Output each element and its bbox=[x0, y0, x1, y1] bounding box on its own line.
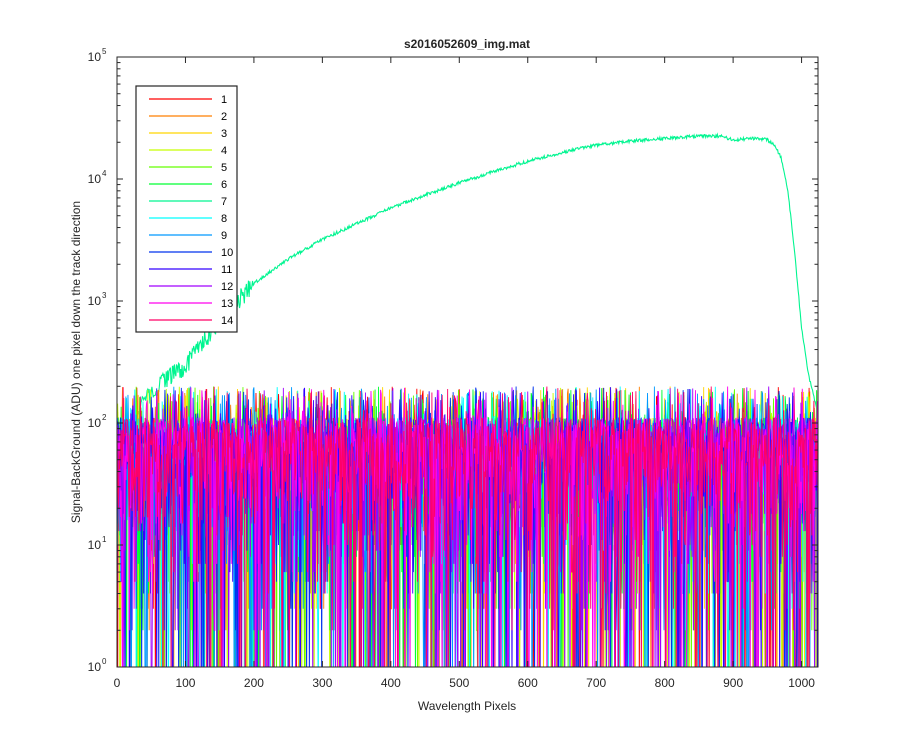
axis-layer bbox=[116, 56, 819, 668]
legend-item: 3 bbox=[149, 128, 227, 140]
legend-label: 8 bbox=[221, 213, 227, 225]
x-tick-label: 1000 bbox=[788, 676, 815, 690]
legend-label: 13 bbox=[221, 298, 233, 310]
x-tick-label: 200 bbox=[244, 676, 264, 690]
x-tick-label: 700 bbox=[586, 676, 606, 690]
legend-label: 7 bbox=[221, 196, 227, 208]
series-layer bbox=[117, 132, 818, 667]
legend-label: 6 bbox=[221, 179, 227, 191]
legend-box bbox=[135, 85, 238, 333]
legend-label: 9 bbox=[221, 230, 227, 242]
y-tick-exponent: 1 bbox=[102, 535, 107, 544]
x-tick-label: 600 bbox=[518, 676, 538, 690]
y-tick-exponent: 4 bbox=[102, 169, 107, 178]
legend-label: 10 bbox=[221, 247, 233, 259]
y-tick-base: 10 bbox=[88, 416, 102, 430]
y-tick-label: 10 3 bbox=[88, 291, 107, 308]
legend-item: 8 bbox=[149, 213, 227, 225]
legend-item: 7 bbox=[149, 196, 227, 208]
legend-label: 1 bbox=[221, 94, 227, 106]
y-tick-label: 10 0 bbox=[88, 657, 107, 674]
legend-item: 2 bbox=[149, 111, 227, 123]
legend-label: 5 bbox=[221, 162, 227, 174]
legend-label: 14 bbox=[221, 315, 233, 327]
legend-item: 10 bbox=[149, 247, 233, 259]
legend-item: 6 bbox=[149, 179, 227, 191]
legend-label: 4 bbox=[221, 145, 227, 157]
y-tick-exponent: 5 bbox=[102, 47, 107, 56]
x-tick-label: 300 bbox=[312, 676, 332, 690]
x-tick-label: 900 bbox=[723, 676, 743, 690]
y-tick-label: 10 1 bbox=[88, 535, 107, 552]
legend-label: 3 bbox=[221, 128, 227, 140]
legend-item: 12 bbox=[149, 281, 233, 293]
axes-box bbox=[116, 56, 819, 668]
x-tick-label: 400 bbox=[381, 676, 401, 690]
legend-item: 13 bbox=[149, 298, 233, 310]
y-tick-base: 10 bbox=[88, 294, 102, 308]
legend-item: 4 bbox=[149, 145, 227, 157]
x-axis-label: Wavelength Pixels bbox=[418, 699, 516, 713]
y-tick-label: 10 4 bbox=[88, 169, 107, 186]
y-tick-exponent: 0 bbox=[102, 657, 107, 666]
x-tick-label: 500 bbox=[449, 676, 469, 690]
legend-item: 14 bbox=[149, 315, 233, 327]
legend-label: 11 bbox=[221, 264, 232, 276]
y-tick-base: 10 bbox=[88, 538, 102, 552]
y-tick-base: 10 bbox=[88, 172, 102, 186]
y-tick-exponent: 3 bbox=[102, 291, 107, 300]
legend-item: 9 bbox=[149, 230, 227, 242]
y-tick-base: 10 bbox=[88, 660, 102, 674]
legend-item: 1 bbox=[149, 94, 227, 106]
legend-item: 11 bbox=[149, 264, 232, 276]
legend-label: 12 bbox=[221, 281, 233, 293]
x-tick-label: 100 bbox=[175, 676, 195, 690]
legend-item: 5 bbox=[149, 162, 227, 174]
x-tick-label: 0 bbox=[114, 676, 121, 690]
x-tick-label: 800 bbox=[655, 676, 675, 690]
y-axis-label: Signal-BackGround (ADU) one pixel down t… bbox=[69, 201, 83, 523]
y-tick-label: 10 2 bbox=[88, 413, 107, 430]
x-tick-labels: 0 100 200 300 400 500 600 700 800 900 1000 bbox=[114, 676, 816, 690]
legend-label: 2 bbox=[221, 111, 227, 123]
series-line-14 bbox=[117, 386, 818, 667]
y-tick-label: 10 5 bbox=[88, 47, 107, 64]
y-tick-base: 10 bbox=[88, 50, 102, 64]
chart-title: s2016052609_img.mat bbox=[404, 37, 530, 51]
y-tick-exponent: 2 bbox=[102, 413, 107, 422]
